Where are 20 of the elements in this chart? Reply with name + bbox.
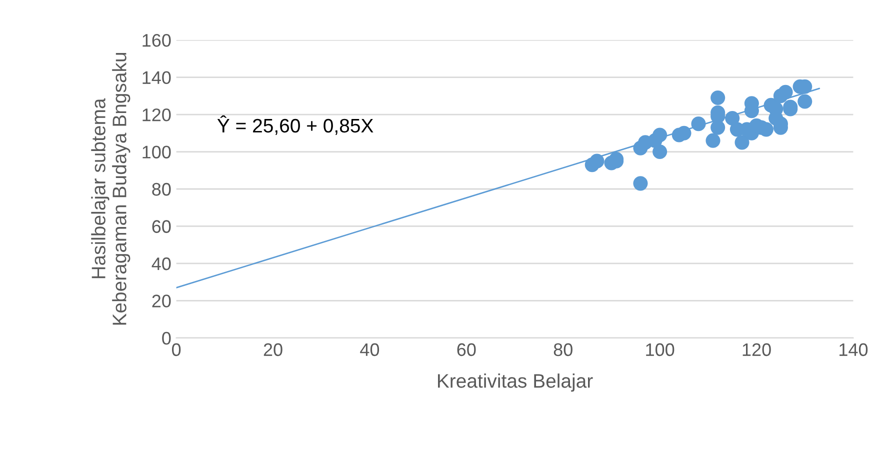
x-tick-label: 140 [840, 343, 868, 356]
x-tick-label: 100 [646, 343, 674, 356]
x-tick-label: 120 [742, 343, 771, 356]
x-tick-label: 60 [457, 343, 476, 356]
y-tick-label: 140 [142, 71, 171, 84]
y-tick-label: 0 [162, 332, 171, 345]
y-tick-label: 120 [142, 108, 171, 122]
x-tick-label: 40 [360, 343, 380, 356]
y-tick-label: 40 [152, 257, 171, 270]
y-tick-label: 20 [152, 294, 171, 308]
x-tick-label: 0 [172, 343, 181, 356]
y-tick-label: 60 [152, 220, 171, 233]
y-tick-label: 100 [142, 146, 171, 158]
y-tick-label: 160 [142, 34, 171, 47]
x-tick-label: 80 [554, 343, 572, 356]
x-tick-label: 20 [264, 343, 282, 356]
y-axis-title: Hasilbelajar subtema Keberagaman Budaya Bngsaku [91, 52, 130, 325]
annotation: Ŷ = 25,60 + 0,85X [217, 115, 374, 135]
x-axis-title: Kreativitas Belajar [438, 374, 593, 392]
y-tick-label: 80 [152, 182, 171, 196]
